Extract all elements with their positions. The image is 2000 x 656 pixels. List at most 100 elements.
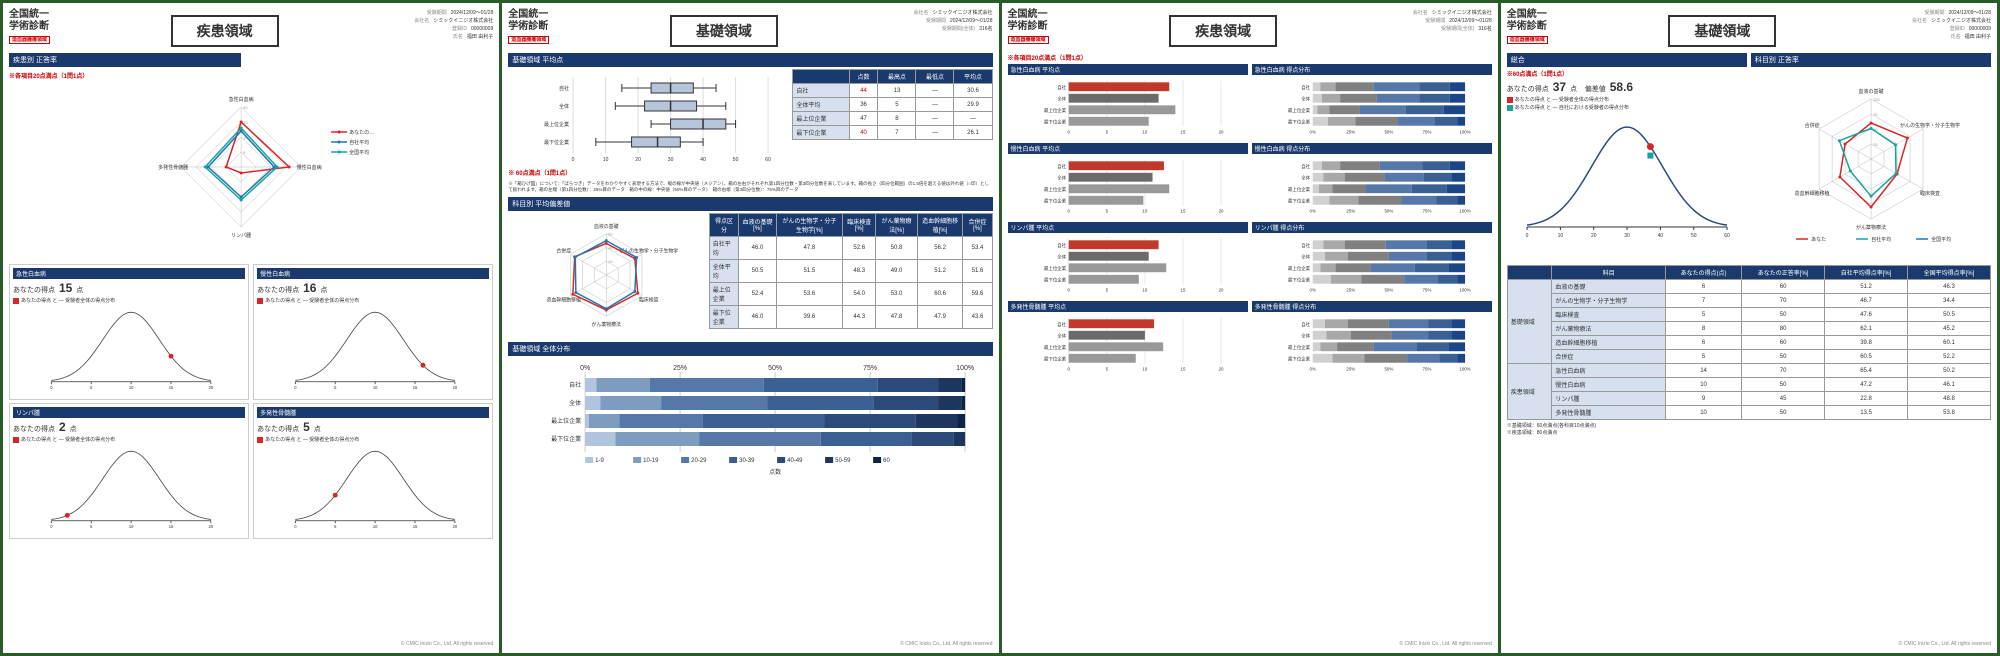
svg-text:最上位企業: 最上位企業 [1044, 107, 1067, 114]
svg-text:最上位企業: 最上位企業 [1288, 344, 1311, 351]
svg-text:全体: 全体 [559, 103, 569, 110]
svg-text:25%: 25% [1346, 130, 1355, 135]
svg-text:あなたの…: あなたの… [349, 129, 374, 136]
page-4: 全国統一 学術診断 造血器腫瘍領域 基礎領域 受験期間2024/12/09〜01… [1501, 0, 2000, 656]
svg-text:造血幹細胞移植: 造血幹細胞移植 [1795, 190, 1830, 197]
svg-text:10-19: 10-19 [643, 458, 659, 464]
logo-line1: 全国統一 [9, 9, 50, 21]
svg-text:0%: 0% [1309, 288, 1315, 293]
svg-text:25: 25 [1873, 142, 1878, 147]
radar-subjects: 255075100血液の基礎がんの生物学・分子生物学臨床検査がん薬物療法造血幹細… [1751, 69, 1991, 259]
svg-text:全体: 全体 [1057, 253, 1066, 260]
svg-text:急性白血病: 急性白血病 [229, 96, 254, 103]
svg-text:100%: 100% [956, 365, 974, 372]
svg-text:50-59: 50-59 [835, 458, 851, 464]
page-title: 基礎領域 [670, 15, 778, 47]
svg-text:慢性白血病: 慢性白血病 [297, 164, 322, 171]
page-title: 疾患領域 [1169, 15, 1277, 47]
svg-text:5: 5 [90, 524, 93, 529]
svg-text:5: 5 [243, 150, 246, 155]
note60: ※ 60点満点（1問1点） [508, 168, 992, 177]
svg-text:0%: 0% [1309, 130, 1315, 135]
svg-text:20: 20 [1218, 130, 1223, 135]
svg-text:20: 20 [209, 524, 214, 529]
svg-text:最下位企業: 最下位企業 [1044, 277, 1067, 284]
svg-text:20: 20 [243, 105, 248, 110]
boxplot: 0102030405060自社全体最上位企業最下位企業 [508, 69, 788, 164]
note-max: ※各項目20点満点（1問1点） [9, 71, 493, 80]
svg-text:50%: 50% [1384, 130, 1393, 135]
logo: 全国統一 学術診断 造血器腫瘍領域 [508, 9, 549, 45]
footer: © CMIC Inizio Co., Ltd. All rights reser… [9, 639, 493, 647]
svg-text:20: 20 [1591, 233, 1597, 239]
svg-text:50%: 50% [768, 365, 782, 372]
legend-marker-a [1507, 97, 1513, 103]
sect1: 基礎領域 平均点 [508, 53, 992, 67]
svg-text:100%: 100% [1459, 288, 1470, 293]
svg-text:全国平均: 全国平均 [1931, 236, 1951, 243]
svg-text:血液の基礎: 血液の基礎 [594, 223, 619, 230]
svg-text:最下位企業: 最下位企業 [1044, 356, 1067, 363]
groups-container: 急性白血病 平均点05101520自社全体最上位企業最下位企業急性白血病 得点分… [1008, 64, 1492, 380]
footnote: ※「箱ひげ図」について：「ばらつき」データをわかりやすく表現する方法で、縦の線が… [508, 181, 992, 193]
page-3: 全国統一 学術診断 造血器腫瘍領域 疾患領域 会社名シミックイニジオ株式会社 受… [1002, 0, 1501, 656]
svg-text:50: 50 [1691, 233, 1697, 239]
svg-text:10: 10 [373, 524, 378, 529]
svg-text:自社: 自社 [1057, 163, 1066, 170]
svg-text:最上位企業: 最上位企業 [551, 417, 581, 425]
legend-marker-b [1507, 105, 1513, 111]
svg-text:10: 10 [1142, 130, 1147, 135]
page-title: 疾患領域 [171, 15, 279, 47]
svg-text:50%: 50% [1384, 209, 1393, 214]
svg-text:0: 0 [1067, 130, 1070, 135]
mini-col-right: 慢性白血病 あなたの得点 16 点 あなたの得点 と — 受験者全体の得点分布0… [253, 264, 493, 542]
svg-text:がん薬物療法: がん薬物療法 [592, 321, 622, 328]
bell-curve: 0102030405060 [1507, 112, 1747, 242]
svg-text:15: 15 [413, 385, 418, 390]
sect-subj: 科目別 正答率 [1751, 53, 1991, 67]
svg-text:60: 60 [1724, 233, 1730, 239]
svg-text:5: 5 [1105, 209, 1108, 214]
svg-text:がん薬物療法: がん薬物療法 [1856, 224, 1886, 231]
svg-text:20: 20 [608, 259, 613, 264]
svg-text:20: 20 [453, 524, 458, 529]
hexagon-radar: 204060血液の基礎がんの生物学・分子生物学臨床検査がん薬物療法造血幹細胞移植… [508, 213, 704, 338]
svg-text:10: 10 [129, 385, 134, 390]
svg-text:30: 30 [668, 157, 674, 163]
svg-text:自社: 自社 [1301, 242, 1310, 249]
svg-text:100%: 100% [1459, 367, 1470, 372]
mini-chart: 多発性骨髄腫 あなたの得点 5 点 あなたの得点 と — 受験者全体の得点分布0… [253, 403, 493, 539]
svg-text:10: 10 [1142, 367, 1147, 372]
svg-text:40: 40 [701, 157, 707, 163]
svg-text:全体: 全体 [1057, 95, 1066, 102]
svg-text:5: 5 [1105, 288, 1108, 293]
svg-text:合併症: 合併症 [557, 247, 572, 254]
svg-text:がんの生物学・分子生物学: がんの生物学・分子生物学 [1900, 122, 1960, 129]
svg-text:最上位企業: 最上位企業 [1288, 107, 1311, 114]
mini-col-left: 急性白血病 あなたの得点 15 点 あなたの得点 と — 受験者全体の得点分布0… [9, 264, 249, 542]
svg-text:40-49: 40-49 [787, 458, 803, 464]
logo: 全国統一 学術診断 造血器腫瘍領域 [1008, 9, 1049, 45]
svg-text:20: 20 [1218, 367, 1223, 372]
svg-text:10: 10 [1142, 288, 1147, 293]
svg-text:最下位企業: 最下位企業 [1288, 119, 1311, 126]
svg-text:40: 40 [1657, 233, 1663, 239]
svg-text:5: 5 [1105, 130, 1108, 135]
svg-text:30: 30 [1624, 233, 1630, 239]
svg-text:自社: 自社 [1057, 242, 1066, 249]
svg-text:10: 10 [1557, 233, 1563, 239]
svg-text:20: 20 [209, 385, 214, 390]
svg-text:最下位企業: 最下位企業 [1288, 356, 1311, 363]
svg-text:自社: 自社 [1301, 84, 1310, 91]
svg-text:100%: 100% [1459, 209, 1470, 214]
svg-text:100%: 100% [1459, 130, 1470, 135]
svg-text:5: 5 [334, 524, 337, 529]
svg-text:0%: 0% [1309, 209, 1315, 214]
logo-sub: 造血器腫瘍領域 [9, 36, 50, 44]
svg-text:5: 5 [90, 385, 93, 390]
svg-text:多発性骨髄腫: 多発性骨髄腫 [158, 164, 188, 171]
svg-text:最上位企業: 最上位企業 [1044, 265, 1067, 272]
svg-text:15: 15 [1180, 130, 1185, 135]
svg-text:5: 5 [1105, 367, 1108, 372]
svg-text:全体: 全体 [1301, 95, 1310, 102]
